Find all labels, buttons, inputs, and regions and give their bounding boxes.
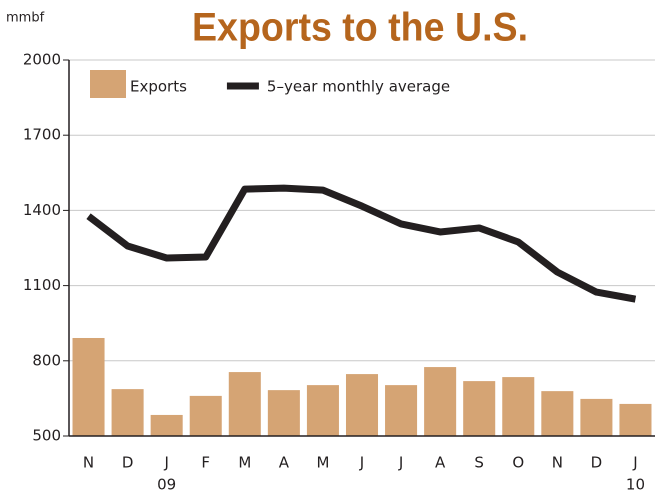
legend-label: Exports xyxy=(130,78,187,96)
bar xyxy=(189,395,222,436)
bar xyxy=(424,367,457,436)
chart-title: Exports to the U.S. xyxy=(192,6,528,50)
x-tick-label: A xyxy=(435,454,446,472)
x-tick-label: D xyxy=(122,454,134,472)
legend-swatch xyxy=(90,70,126,98)
bar xyxy=(111,389,144,436)
x-tick-label: J xyxy=(632,454,637,472)
bar xyxy=(541,391,574,436)
x-tick-label: M xyxy=(238,454,251,472)
x-tick-label: F xyxy=(201,454,210,472)
line xyxy=(86,184,637,303)
x-tick-label: N xyxy=(83,454,94,472)
y-tick-label: 500 xyxy=(32,427,61,445)
bar xyxy=(72,337,105,436)
bar xyxy=(502,377,535,436)
x-tick-label: D xyxy=(591,454,603,472)
bar xyxy=(580,398,613,436)
x-tick-label: N xyxy=(552,454,563,472)
bar xyxy=(306,385,339,436)
x-tick-label: J xyxy=(163,454,168,472)
legend-label: 5–year monthly average xyxy=(267,78,450,96)
x-tick-label: O xyxy=(512,454,524,472)
bar xyxy=(150,414,183,436)
y-tick-label: 1100 xyxy=(23,276,61,294)
x-tick-label: S xyxy=(474,454,484,472)
x-tick-label: A xyxy=(279,454,290,472)
y-axis-unit: mmbf xyxy=(6,11,45,26)
bar xyxy=(463,381,496,436)
x-tick-label: M xyxy=(316,454,329,472)
y-tick-label: 800 xyxy=(32,351,61,369)
bar xyxy=(619,403,652,436)
x-tick-label: J xyxy=(398,454,403,472)
x-tick-label: J xyxy=(359,454,364,472)
x-year-label: 09 xyxy=(157,476,176,491)
y-tick-label: 2000 xyxy=(23,51,61,69)
y-tick-label: 1700 xyxy=(23,126,61,144)
bar xyxy=(267,390,300,436)
x-year-label: 10 xyxy=(626,476,645,491)
bar xyxy=(228,372,261,436)
bar xyxy=(345,374,379,436)
bar xyxy=(385,385,418,436)
y-tick-label: 1400 xyxy=(23,201,61,219)
